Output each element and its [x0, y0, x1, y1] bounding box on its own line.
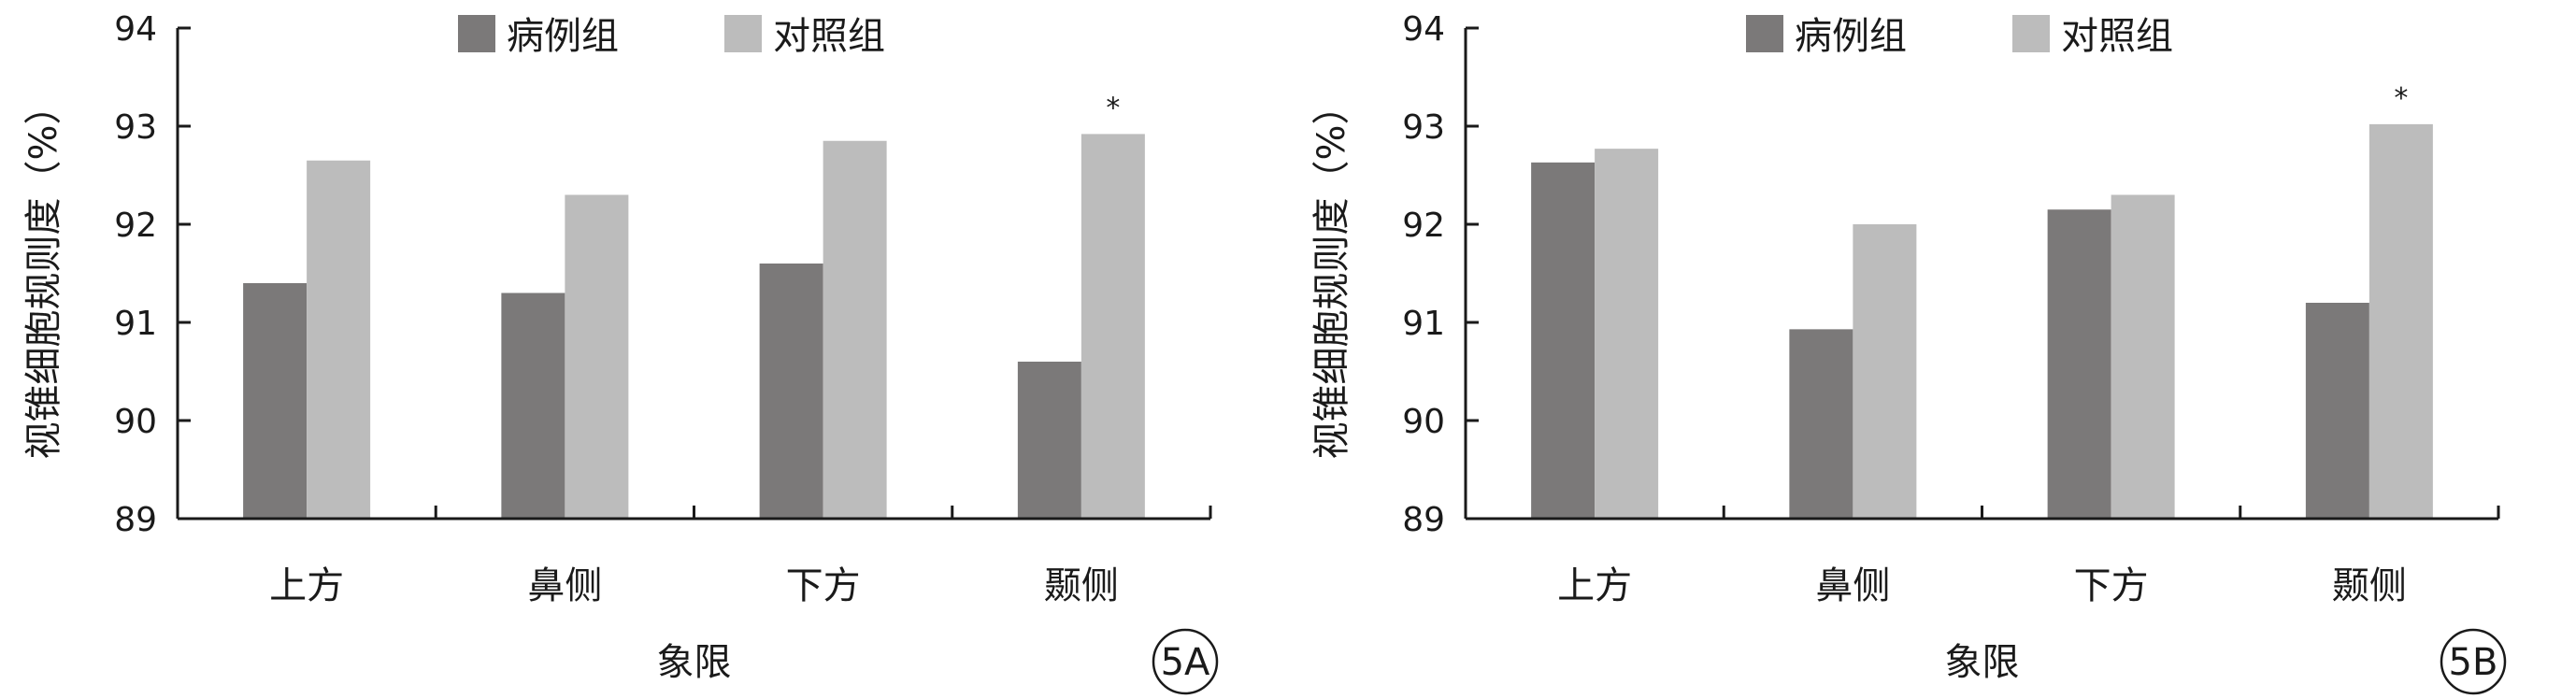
bar-case-0	[1531, 162, 1596, 519]
y-tick-label: 91	[1402, 305, 1445, 343]
y-tick-label: 90	[1402, 403, 1445, 441]
bar-case-1	[1789, 329, 1853, 519]
y-axis-title: 视锥细胞规则度（%）	[22, 87, 65, 459]
panel-label: 5A	[1161, 641, 1210, 684]
legend-swatch	[2012, 15, 2050, 52]
bar-case-1	[501, 292, 565, 519]
x-axis-title: 象限	[657, 641, 732, 684]
y-tick-label: 92	[114, 207, 157, 245]
legend-swatch	[458, 15, 495, 52]
bar-case-2	[759, 264, 823, 519]
x-tick-label: 颞侧	[1044, 564, 1119, 607]
x-tick-label: 颞侧	[2332, 564, 2407, 607]
bar-case-3	[2305, 303, 2369, 519]
x-tick-label: 鼻侧	[527, 564, 602, 607]
legend-label: 对照组	[2061, 15, 2173, 58]
bar-control-1	[1853, 224, 1917, 519]
bar-control-1	[565, 194, 629, 519]
x-tick-label: 下方	[786, 564, 861, 607]
chart-panel-5a: * 89 90 91 92 93 94 上方 鼻侧 下方 颞侧象限 视锥细胞规则度（%） 病例组 对照组 5…	[22, 10, 1219, 695]
y-tick-label: 94	[114, 10, 157, 49]
bar-control-0	[1595, 149, 1659, 519]
y-tick-label: 93	[114, 108, 157, 147]
x-tick-label: 下方	[2074, 564, 2149, 607]
panel-label: 5B	[2449, 641, 2498, 684]
bar-case-3	[1017, 362, 1081, 519]
bar-case-0	[243, 283, 308, 519]
chart-panel-5b: * 89 90 91 92 93 94 上方 鼻侧 下方 颞侧象限 视锥细胞规则度（%） 病例组 对照组 5…	[1288, 0, 2576, 699]
panel-label-circle	[2440, 628, 2507, 695]
legend-label: 病例组	[1795, 15, 1907, 58]
bar-control-3	[1080, 134, 1145, 519]
y-tick-label: 89	[114, 501, 157, 539]
significance-marker: *	[2394, 82, 2408, 115]
y-axis-title: 视锥细胞规则度（%）	[1310, 87, 1353, 459]
y-tick-label: 93	[1402, 108, 1445, 147]
legend-swatch	[724, 15, 762, 52]
bar-case-2	[2047, 209, 2111, 519]
x-tick-label: 上方	[1557, 564, 1632, 607]
legend-label: 对照组	[773, 15, 885, 58]
bar-control-2	[823, 140, 887, 519]
y-tick-label: 92	[1402, 207, 1445, 245]
x-axis-title: 象限	[1945, 641, 2020, 684]
legend-swatch	[1746, 15, 1783, 52]
bar-control-2	[2111, 194, 2175, 519]
y-tick-label: 91	[114, 305, 157, 343]
y-tick-label: 89	[1402, 501, 1445, 539]
bar-control-0	[307, 160, 371, 519]
panel-label-circle	[1152, 628, 1219, 695]
bar-control-3	[2368, 123, 2433, 519]
legend-label: 病例组	[507, 15, 619, 58]
x-tick-label: 上方	[269, 564, 344, 607]
x-tick-label: 鼻侧	[1815, 564, 1890, 607]
significance-marker: *	[1106, 92, 1120, 124]
y-tick-label: 90	[114, 403, 157, 441]
y-tick-label: 94	[1402, 10, 1445, 49]
